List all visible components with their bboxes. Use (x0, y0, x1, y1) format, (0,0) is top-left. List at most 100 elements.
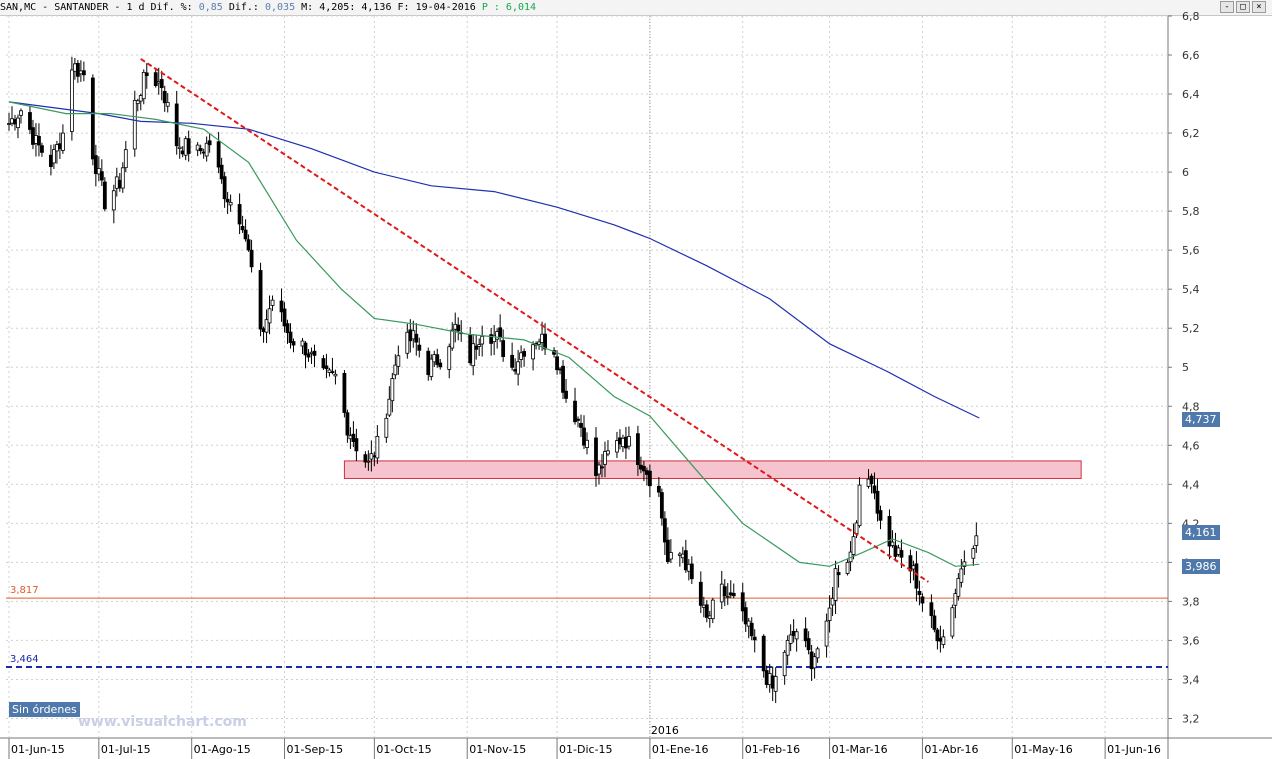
candle-body (728, 592, 733, 596)
y-tick-label: 3,8 (1182, 595, 1200, 608)
candle-body (438, 362, 443, 368)
candle-body (743, 607, 748, 625)
x-tick-label: 01-Mar-16 (832, 743, 888, 756)
y-tick-label: 3,6 (1182, 634, 1200, 647)
candle-body (195, 144, 200, 151)
candle-body (417, 344, 422, 351)
candle-body (162, 90, 167, 104)
candle-body (540, 333, 544, 343)
candle-body (354, 438, 359, 452)
candle-body (564, 390, 568, 399)
candle-body (267, 308, 272, 324)
candle-body (261, 328, 266, 333)
candle-body (180, 150, 185, 155)
maximize-button[interactable]: □ (1236, 1, 1250, 13)
x-tick-label: 01-Sep-15 (287, 743, 344, 756)
candle-body (869, 475, 874, 485)
candle-body (72, 63, 77, 72)
candle-body (767, 673, 772, 686)
candle-body (141, 71, 146, 100)
date-value: 19-04-2016 (415, 2, 476, 13)
candle-body (974, 535, 979, 546)
symbol-name: SANTANDER (54, 2, 109, 13)
y-tick-label: 5,6 (1182, 244, 1200, 257)
dif-pct-value: 0,85 (198, 2, 223, 13)
candle-body (618, 437, 622, 445)
candle-body (330, 371, 335, 373)
candle-body (144, 72, 149, 77)
y-tick-label: 6 (1182, 166, 1189, 179)
candle-body (836, 572, 841, 576)
candle-body (411, 330, 416, 340)
candle-body (456, 324, 461, 332)
candle-body (707, 615, 712, 619)
candle-body (740, 592, 745, 612)
candle-body (788, 634, 793, 644)
candle-body (240, 225, 245, 231)
candle-body (408, 329, 413, 342)
candle-body (719, 583, 724, 603)
candle-body (477, 344, 482, 347)
candle-body (114, 176, 119, 189)
candle-body (61, 132, 65, 151)
candle-body (327, 369, 332, 373)
y-tick-label: 5,4 (1182, 283, 1200, 296)
close-button[interactable]: × (1252, 1, 1266, 13)
candle-body (647, 470, 652, 487)
window-controls: - □ × (1220, 1, 1266, 13)
candle-body (324, 365, 329, 370)
candle-body (878, 510, 883, 521)
candle-body (722, 586, 727, 597)
candle-body (135, 100, 140, 105)
candle-body (450, 329, 455, 349)
x-tick-label: 01-Dic-15 (559, 743, 613, 756)
candle-body (764, 670, 769, 685)
candle-body (815, 648, 820, 659)
candle-body (582, 427, 586, 446)
candle-body (96, 168, 101, 175)
x-tick-label: 01-Jul-15 (101, 743, 151, 756)
minimize-button[interactable]: - (1220, 1, 1234, 13)
candle-body (282, 308, 287, 327)
max-value: 4,205 (319, 2, 350, 13)
orders-button[interactable]: Sin órdenes (9, 702, 80, 717)
candle-body (600, 466, 604, 469)
candle-body (701, 604, 706, 608)
x-tick-label: 01-Nov-15 (469, 743, 526, 756)
candle-body (597, 464, 601, 475)
candle-body (7, 123, 11, 125)
candle-body (749, 622, 754, 637)
candle-body (372, 455, 377, 458)
candle-body (956, 578, 961, 597)
candle-body (531, 344, 535, 360)
candle-body (366, 460, 371, 463)
candle-body (932, 615, 937, 630)
candle-body (920, 596, 925, 604)
candle-body (285, 323, 290, 334)
candle-body (561, 365, 565, 393)
ma-short-line (8, 101, 980, 567)
candle-body (698, 581, 703, 606)
y-tick-label: 3,2 (1182, 712, 1200, 725)
candle-body (177, 146, 182, 149)
y-tick-label: 5,2 (1182, 322, 1200, 335)
candle-body (480, 335, 485, 345)
candle-body (689, 563, 694, 580)
max-label: M: (301, 2, 314, 13)
candle-body (746, 620, 751, 627)
date-label: F: (397, 2, 410, 13)
candle-body (806, 638, 811, 651)
candle-body (785, 640, 790, 656)
candle-body (519, 352, 524, 360)
candle-body (558, 368, 562, 371)
candle-body (387, 398, 392, 416)
candle-body (52, 149, 56, 164)
candle-body (851, 536, 856, 555)
candle-body (306, 353, 311, 358)
dif-pct-label: Dif. %: (150, 2, 193, 13)
candle-body (890, 541, 895, 546)
candle-body (830, 597, 835, 606)
candle-body (49, 154, 53, 167)
candle-body (471, 343, 476, 367)
